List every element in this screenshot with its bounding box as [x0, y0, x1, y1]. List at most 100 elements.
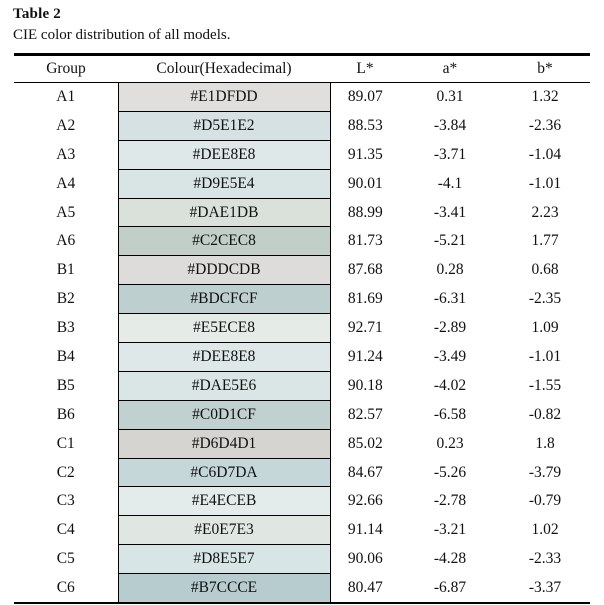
- a-cell: -6.87: [433, 578, 467, 596]
- b-cell: -3.79: [528, 463, 562, 481]
- group-cell: C2: [56, 463, 75, 481]
- table-row: B6 #C0D1CF 82.57 -6.58 -0.82: [14, 399, 590, 430]
- l-cell: 81.69: [347, 290, 383, 308]
- a-cell: -4.28: [433, 550, 467, 568]
- l-cell: 92.66: [347, 492, 383, 510]
- b-cell: -0.79: [528, 492, 562, 510]
- b-cell: -2.33: [528, 550, 562, 568]
- l-cell: 90.18: [347, 376, 383, 394]
- a-cell: -6.58: [433, 405, 467, 423]
- a-cell: 0.23: [436, 434, 464, 452]
- l-cell: 92.71: [347, 319, 383, 337]
- b-cell: 1.32: [531, 88, 559, 106]
- l-cell: 88.53: [347, 116, 383, 134]
- table-row: C3 #E4ECEB 92.66 -2.78 -0.79: [14, 486, 590, 517]
- l-cell: 87.68: [347, 261, 383, 279]
- colour-swatch-cell: #E5ECE8: [117, 313, 331, 344]
- b-cell: -1.01: [528, 347, 562, 365]
- group-cell: C5: [56, 550, 75, 568]
- table-row: B1 #DDDCDB 87.68 0.28 0.68: [14, 255, 590, 286]
- a-cell: -3.71: [433, 145, 467, 163]
- group-cell: A6: [56, 232, 76, 250]
- table-row: B5 #DAE5E6 90.18 -4.02 -1.55: [14, 370, 590, 401]
- colour-swatch-cell: #D5E1E2: [117, 110, 331, 141]
- l-cell: 82.57: [347, 405, 383, 423]
- group-cell: B5: [56, 376, 75, 394]
- l-cell: 84.67: [347, 463, 383, 481]
- a-cell: -3.21: [433, 521, 467, 539]
- l-cell: 88.99: [347, 203, 383, 221]
- a-cell: 0.28: [436, 261, 464, 279]
- b-cell: -1.01: [528, 174, 562, 192]
- group-cell: A1: [56, 88, 76, 106]
- l-cell: 80.47: [347, 578, 383, 596]
- l-cell: 90.01: [347, 174, 383, 192]
- a-cell: -2.78: [433, 492, 467, 510]
- colour-swatch-cell: #BDCFCF: [117, 284, 331, 315]
- colour-swatch-cell: #E1DFDD: [117, 82, 331, 112]
- b-cell: 1.09: [531, 319, 559, 337]
- colour-swatch-cell: #C0D1CF: [117, 399, 331, 430]
- b-cell: -3.37: [528, 578, 562, 596]
- b-cell: 1.77: [531, 232, 559, 250]
- header-row: Group Colour(Hexadecimal) L* a* b*: [14, 54, 590, 83]
- table-row: B4 #DEE8E8 91.24 -3.49 -1.01: [14, 342, 590, 372]
- a-cell: -3.84: [433, 116, 467, 134]
- table-row: A5 #DAE1DB 88.99 -3.41 2.23: [14, 197, 590, 228]
- table-row: C4 #E0E7E3 91.14 -3.21 1.02: [14, 515, 590, 546]
- header-l: L*: [330, 54, 400, 83]
- b-cell: 0.68: [531, 261, 559, 279]
- table-row: C6 #B7CCCE 80.47 -6.87 -3.37: [14, 573, 590, 604]
- l-cell: 85.02: [347, 434, 383, 452]
- group-cell: B3: [56, 319, 75, 337]
- group-cell: C6: [56, 578, 75, 596]
- l-cell: 91.14: [347, 521, 383, 539]
- table-caption: CIE color distribution of all models.: [13, 27, 231, 43]
- header-b: b*: [500, 54, 590, 83]
- colour-swatch-cell: #DEE8E8: [117, 342, 331, 372]
- a-cell: -4.02: [433, 376, 467, 394]
- b-cell: -1.55: [528, 376, 562, 394]
- group-cell: C3: [56, 492, 75, 510]
- group-cell: A3: [56, 145, 76, 163]
- l-cell: 91.35: [347, 145, 383, 163]
- colour-swatch-cell: #DAE5E6: [117, 370, 331, 401]
- colour-swatch-cell: #D8E5E7: [117, 544, 331, 575]
- b-cell: -1.04: [528, 145, 562, 163]
- group-cell: B6: [56, 405, 75, 423]
- header-colour: Colour(Hexadecimal): [118, 54, 330, 83]
- group-cell: C4: [56, 521, 75, 539]
- a-cell: -5.26: [433, 463, 467, 481]
- table-row: C1 #D6D4D1 85.02 0.23 1.8: [14, 428, 590, 459]
- a-cell: 0.31: [436, 88, 464, 106]
- header-a: a*: [400, 54, 500, 83]
- header-group: Group: [14, 54, 118, 83]
- group-cell: A5: [56, 203, 76, 221]
- a-cell: -2.89: [433, 319, 467, 337]
- colour-swatch-cell: #DEE8E8: [117, 139, 331, 170]
- b-cell: 1.8: [535, 434, 555, 452]
- group-cell: A2: [56, 116, 76, 134]
- colour-swatch-cell: #E0E7E3: [117, 515, 331, 546]
- table-title: Table 2: [13, 6, 61, 22]
- b-cell: 1.02: [531, 521, 559, 539]
- a-cell: -3.41: [433, 203, 467, 221]
- table-row: B3 #E5ECE8 92.71 -2.89 1.09: [14, 313, 590, 344]
- group-cell: C1: [56, 434, 75, 452]
- table-row: A1 #E1DFDD 89.07 0.31 1.32: [14, 82, 590, 112]
- b-cell: 2.23: [531, 203, 559, 221]
- cie-color-table: Group Colour(Hexadecimal) L* a* b* A1 #E…: [14, 53, 590, 605]
- table-row: A2 #D5E1E2 88.53 -3.84 -2.36: [14, 110, 590, 141]
- colour-swatch-cell: #C2CEC8: [117, 226, 331, 257]
- b-cell: -2.35: [528, 290, 562, 308]
- a-cell: -5.21: [433, 232, 467, 250]
- l-cell: 91.24: [347, 347, 383, 365]
- b-cell: -2.36: [528, 116, 562, 134]
- colour-swatch-cell: #DDDCDB: [117, 255, 331, 286]
- a-cell: -4.1: [437, 174, 463, 192]
- a-cell: -6.31: [433, 290, 467, 308]
- group-cell: B4: [56, 347, 75, 365]
- table-row: C5 #D8E5E7 90.06 -4.28 -2.33: [14, 544, 590, 575]
- colour-swatch-cell: #D9E5E4: [117, 168, 331, 199]
- table-row: B2 #BDCFCF 81.69 -6.31 -2.35: [14, 284, 590, 315]
